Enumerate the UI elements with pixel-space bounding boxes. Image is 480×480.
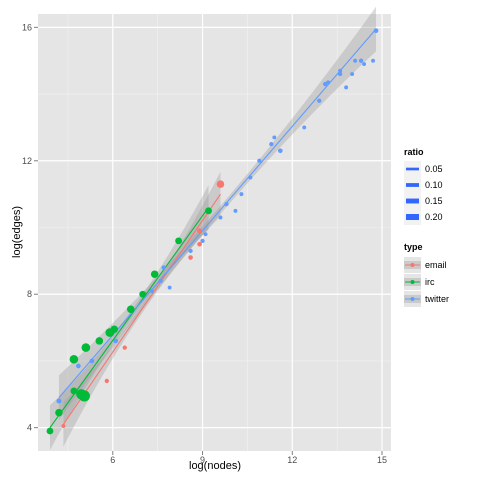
twitter-point bbox=[326, 80, 331, 85]
twitter-point bbox=[167, 285, 172, 290]
irc-point bbox=[150, 270, 159, 278]
twitter-point bbox=[149, 288, 154, 294]
irc-point bbox=[81, 343, 91, 352]
email-fit-line bbox=[62, 193, 221, 425]
twitter-point bbox=[338, 68, 343, 73]
email-point bbox=[122, 345, 127, 350]
twitter-point bbox=[203, 232, 208, 237]
legend-type-key-point bbox=[410, 297, 415, 301]
legend-type-title: type bbox=[404, 242, 423, 252]
twitter-point bbox=[350, 72, 355, 77]
twitter-point bbox=[200, 238, 205, 243]
email-point bbox=[197, 241, 202, 247]
grid-major bbox=[38, 14, 391, 451]
x-tick-label: 15 bbox=[377, 455, 387, 465]
irc-point bbox=[205, 207, 212, 215]
y-tick-label: 4 bbox=[27, 423, 32, 433]
twitter-point bbox=[158, 278, 163, 284]
legend-type-label: email bbox=[425, 260, 447, 270]
irc-point bbox=[55, 408, 63, 417]
y-tick-label: 16 bbox=[22, 22, 32, 32]
twitter-point bbox=[358, 58, 364, 63]
legend-ratio-label: 0.15 bbox=[425, 196, 443, 206]
twitter-point bbox=[56, 398, 62, 404]
twitter-point bbox=[277, 148, 283, 154]
data-points bbox=[46, 28, 379, 435]
twitter-point bbox=[317, 98, 322, 103]
x-axis-ticks: 6 9 12 15 bbox=[110, 451, 387, 465]
legend-type-label: irc bbox=[425, 277, 435, 287]
twitter-point bbox=[161, 265, 166, 270]
irc-point bbox=[175, 237, 183, 245]
twitter-point bbox=[257, 158, 262, 163]
legend-type-key-point bbox=[410, 263, 415, 267]
y-axis-ticks: 4 8 12 16 bbox=[22, 22, 38, 433]
plot-panel bbox=[38, 14, 391, 451]
legend-ratio-title: ratio bbox=[404, 147, 424, 157]
twitter-point bbox=[302, 125, 307, 130]
legend-type: type email irc twitter bbox=[404, 242, 449, 307]
irc-point bbox=[95, 337, 104, 345]
email-point bbox=[216, 180, 225, 188]
irc-point bbox=[110, 325, 119, 334]
twitter-point bbox=[338, 71, 343, 77]
twitter-point bbox=[239, 192, 244, 197]
legend-ratio: ratio 0.05 0.10 0.15 0.20 bbox=[404, 147, 443, 225]
twitter-point bbox=[224, 202, 229, 207]
twitter-point bbox=[113, 338, 119, 344]
legend-type-key-point bbox=[410, 280, 415, 284]
email-point bbox=[104, 378, 109, 384]
twitter-point bbox=[76, 363, 81, 369]
irc-point bbox=[126, 305, 135, 313]
y-axis-title: log(edges) bbox=[11, 206, 23, 258]
x-tick-label: 6 bbox=[110, 455, 115, 465]
twitter-point bbox=[89, 358, 95, 364]
legend-ratio-label: 0.20 bbox=[425, 212, 443, 222]
y-tick-label: 8 bbox=[27, 289, 32, 299]
twitter-point bbox=[248, 175, 253, 180]
email-point bbox=[61, 424, 66, 428]
twitter-point bbox=[373, 28, 379, 33]
y-tick-label: 12 bbox=[22, 156, 32, 166]
twitter-point bbox=[272, 135, 277, 140]
twitter-point bbox=[188, 248, 193, 253]
legend-type-label: twitter bbox=[425, 294, 449, 304]
irc-point bbox=[46, 427, 54, 435]
irc-point bbox=[139, 290, 147, 298]
irc-point bbox=[69, 354, 79, 364]
irc-point bbox=[70, 387, 78, 395]
x-tick-label: 12 bbox=[287, 455, 297, 465]
twitter-point bbox=[323, 81, 328, 87]
grid-minor bbox=[38, 14, 391, 451]
twitter-point bbox=[344, 85, 349, 90]
twitter-point bbox=[371, 58, 376, 63]
email-point bbox=[197, 228, 203, 234]
twitter-point bbox=[269, 141, 274, 147]
twitter-point bbox=[353, 58, 358, 63]
irc-point bbox=[78, 390, 90, 402]
x-tick-label: 9 bbox=[200, 455, 205, 465]
x-axis-title: log(nodes) bbox=[189, 460, 241, 472]
twitter-point bbox=[362, 62, 367, 66]
twitter-point bbox=[233, 208, 238, 213]
twitter-point bbox=[218, 215, 223, 220]
email-point bbox=[188, 255, 193, 260]
legend-ratio-label: 0.05 bbox=[425, 164, 443, 174]
legend-ratio-label: 0.10 bbox=[425, 180, 443, 190]
